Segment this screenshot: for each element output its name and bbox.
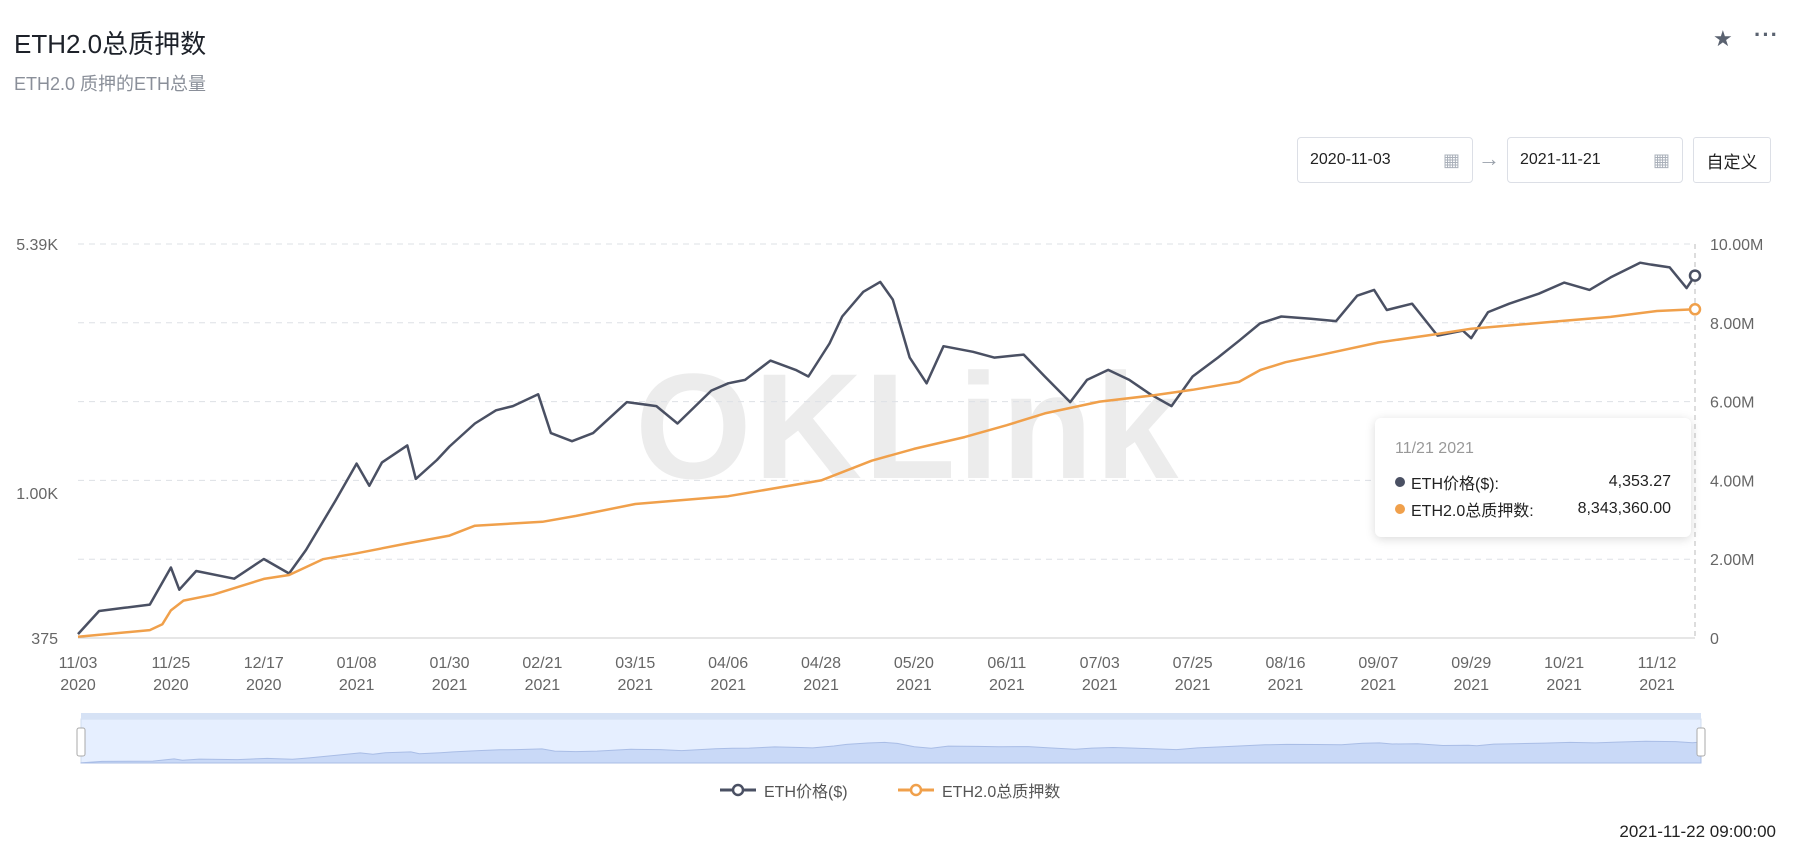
page-title: ETH2.0总质押数 xyxy=(14,29,207,59)
x-axis-tick-label: 06/11 xyxy=(987,655,1026,672)
arrow-right-icon: → xyxy=(1478,146,1500,171)
x-axis-tick-label: 01/30 xyxy=(430,655,470,672)
x-axis-tick-label: 2021 xyxy=(339,677,375,694)
series-dot-icon xyxy=(1395,503,1405,514)
x-axis-tick-label: 11/03 xyxy=(59,655,98,672)
right-axis-tick-label: 8.00M xyxy=(1710,316,1754,333)
tooltip-row-price: ETH价格($): 4,353.27 xyxy=(1395,468,1671,495)
right-axis-tick-label: 2.00M xyxy=(1710,552,1754,569)
series-line-staked xyxy=(77,308,1696,639)
x-axis-tick-label: 05/20 xyxy=(894,655,934,672)
right-axis-tick-label: 4.00M xyxy=(1710,473,1754,490)
zoom-slider-preview xyxy=(80,740,1702,764)
left-axis-tick-label: 5.39K xyxy=(16,237,58,254)
end-date-input[interactable]: 2021-11-21 ▦ xyxy=(1507,137,1683,183)
tooltip-label: ETH价格($): xyxy=(1411,475,1500,493)
start-date-value: 2020-11-03 xyxy=(1310,151,1391,168)
x-axis-tick-label: 2021 xyxy=(1639,677,1675,694)
x-axis-tick-label: 2021 xyxy=(617,677,653,694)
x-axis-tick-label: 08/16 xyxy=(1265,655,1305,672)
x-axis-tick-label: 2021 xyxy=(896,677,932,694)
x-axis-tick-label: 2021 xyxy=(1361,677,1397,694)
x-axis-tick-label: 09/29 xyxy=(1451,655,1491,672)
x-axis-tick-label: 11/12 xyxy=(1638,655,1677,672)
x-axis-tick-label: 01/08 xyxy=(337,655,377,672)
legend-label: ETH价格($) xyxy=(764,784,848,801)
x-axis-tick-label: 2020 xyxy=(60,677,96,694)
x-axis-tick-label: 2021 xyxy=(1082,677,1118,694)
star-icon[interactable]: ★ xyxy=(1713,26,1733,51)
zoom-slider-drag-bar xyxy=(81,713,1701,719)
x-axis-tick-label: 02/21 xyxy=(522,655,562,672)
x-axis-tick-label: 12/17 xyxy=(244,655,284,672)
legend-label: ETH2.0总质押数 xyxy=(942,784,1061,801)
legend-line-icon xyxy=(898,783,934,797)
left-axis-tick-label: 375 xyxy=(31,631,58,648)
x-axis-tick-label: 07/25 xyxy=(1173,655,1213,672)
x-axis-tick-label: 2021 xyxy=(432,677,468,694)
x-axis-tick-label: 2021 xyxy=(1546,677,1582,694)
update-timestamp: 2021-11-22 09:00:00 xyxy=(1619,822,1776,841)
right-axis-tick-label: 6.00M xyxy=(1710,395,1754,412)
x-axis-tick-label: 11/25 xyxy=(151,655,190,672)
x-axis-tick-label: 07/03 xyxy=(1080,655,1120,672)
custom-range-button[interactable]: 自定义 xyxy=(1693,137,1771,183)
legend-item-staked[interactable]: ETH2.0总质押数 xyxy=(898,778,1060,802)
page-subtitle: ETH2.0 质押的ETH总量 xyxy=(14,74,207,94)
calendar-icon: ▦ xyxy=(1652,149,1670,170)
tooltip-value: 4,353.27 xyxy=(1608,472,1671,490)
legend-line-icon xyxy=(720,783,756,797)
x-axis-tick-label: 10/21 xyxy=(1544,655,1584,672)
more-icon[interactable]: ··· xyxy=(1754,22,1779,47)
tooltip-label: ETH2.0总质押数: xyxy=(1411,502,1534,520)
x-axis-tick-label: 2020 xyxy=(153,677,189,694)
zoom-slider-handle[interactable] xyxy=(1696,727,1706,757)
calendar-icon: ▦ xyxy=(1442,149,1460,170)
x-axis-tick-label: 09/07 xyxy=(1358,655,1398,672)
x-axis-tick-label: 2021 xyxy=(525,677,561,694)
x-axis-tick-label: 04/06 xyxy=(708,655,748,672)
series-point xyxy=(1688,269,1702,282)
end-date-value: 2021-11-21 xyxy=(1520,151,1601,168)
chart-tooltip: 11/21 2021 ETH价格($): 4,353.27 ETH2.0总质押数… xyxy=(1375,418,1691,537)
tooltip-date: 11/21 2021 xyxy=(1395,440,1474,457)
x-axis-tick-label: 04/28 xyxy=(801,655,841,672)
tooltip-value: 8,343,360.00 xyxy=(1577,499,1671,517)
x-axis-tick-label: 2021 xyxy=(1268,677,1304,694)
x-axis-tick-label: 2021 xyxy=(803,677,839,694)
series-point xyxy=(1688,303,1702,316)
legend-item-eth-price[interactable]: ETH价格($) xyxy=(720,778,848,802)
x-axis-tick-label: 03/15 xyxy=(615,655,655,672)
watermark: OKLink xyxy=(635,342,1181,510)
right-axis-tick-label: 10.00M xyxy=(1710,237,1763,254)
right-axis-tick-label: 0 xyxy=(1710,631,1719,648)
series-line-eth-price xyxy=(77,261,1697,635)
x-axis-tick-label: 2020 xyxy=(246,677,282,694)
series-dot-icon xyxy=(1395,476,1405,487)
tooltip-row-staked: ETH2.0总质押数: 8,343,360.00 xyxy=(1395,495,1671,522)
x-axis-tick-label: 2021 xyxy=(989,677,1025,694)
x-axis-tick-label: 2021 xyxy=(710,677,746,694)
x-axis-tick-label: 2021 xyxy=(1175,677,1211,694)
left-axis-tick-label: 1.00K xyxy=(16,486,58,503)
x-axis-tick-label: 2021 xyxy=(1453,677,1489,694)
zoom-slider-handle[interactable] xyxy=(76,727,86,757)
start-date-input[interactable]: 2020-11-03 ▦ xyxy=(1297,137,1473,183)
